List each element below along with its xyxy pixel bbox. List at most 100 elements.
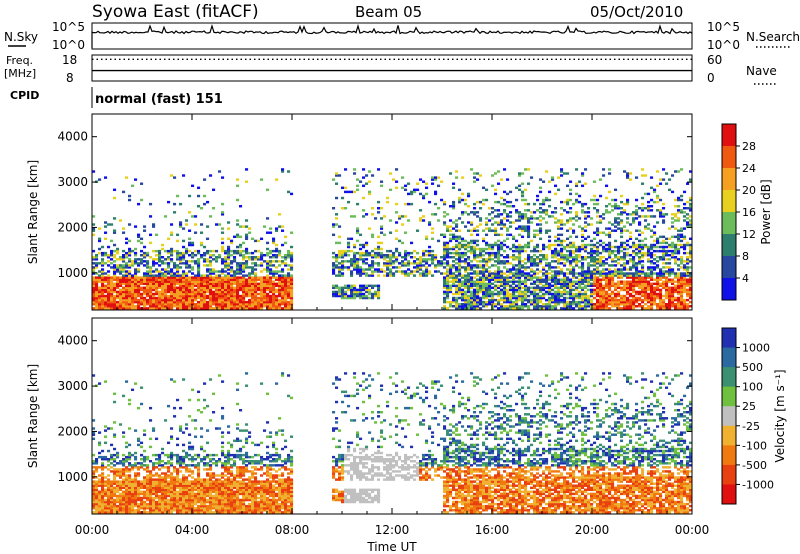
power-cell <box>638 272 642 275</box>
power-cell <box>101 280 105 283</box>
power-cell <box>425 258 429 261</box>
power-cell <box>650 278 654 281</box>
power-cell <box>671 213 675 216</box>
power-cell <box>380 251 384 255</box>
power-cell <box>269 280 273 283</box>
power-cell <box>548 215 552 218</box>
power-cell <box>593 284 597 288</box>
power-cell <box>554 217 558 220</box>
power-cell <box>113 196 117 200</box>
power-cell <box>578 200 582 204</box>
power-cell <box>677 300 681 304</box>
power-cell <box>626 176 630 179</box>
power-cell <box>386 272 390 275</box>
power-cell <box>668 243 672 247</box>
power-cell <box>533 235 537 239</box>
power-cell <box>596 251 600 255</box>
power-cell <box>506 278 510 281</box>
power-cell <box>428 272 432 275</box>
power-cell <box>584 225 588 228</box>
power-cell <box>185 249 189 253</box>
power-cell <box>491 274 495 277</box>
power-cell <box>599 307 603 310</box>
power-cell <box>92 272 96 275</box>
power-cell <box>152 298 156 302</box>
power-cell <box>491 258 495 261</box>
power-cell <box>104 221 108 224</box>
power-cell <box>428 264 432 267</box>
power-cell <box>488 219 492 222</box>
power-cell <box>632 241 636 245</box>
power-cell <box>122 305 126 308</box>
power-cell <box>635 282 639 286</box>
power-cell <box>116 284 120 288</box>
power-cell <box>665 292 669 296</box>
power-cell <box>572 241 576 245</box>
power-cell <box>518 188 522 192</box>
power-cell <box>128 298 132 302</box>
power-cell <box>347 190 351 194</box>
power-cell <box>275 305 279 308</box>
power-cell <box>566 282 570 286</box>
power-cell <box>521 192 525 196</box>
power-cell <box>551 256 555 259</box>
power-cell <box>485 268 489 271</box>
power-cell <box>524 288 528 292</box>
power-cell <box>116 290 120 294</box>
power-cell <box>581 184 585 188</box>
power-cell <box>647 192 651 196</box>
power-cell <box>626 305 630 308</box>
power-cell <box>668 258 672 261</box>
power-cell <box>557 286 561 290</box>
power-cell <box>110 278 114 281</box>
power-cell <box>587 272 591 275</box>
power-cell <box>110 282 114 286</box>
power-cell <box>215 270 219 273</box>
power-cell <box>593 243 597 247</box>
power-cell <box>653 272 657 275</box>
power-cell <box>608 307 612 310</box>
power-cell <box>560 207 564 210</box>
power-cell <box>167 251 171 255</box>
power-cell <box>623 294 627 298</box>
power-cell <box>491 223 495 226</box>
power-cell <box>575 294 579 298</box>
power-cell <box>443 276 447 279</box>
power-cell <box>476 260 480 263</box>
power-cell <box>479 260 483 263</box>
power-cell <box>251 294 255 298</box>
power-cell <box>431 260 435 263</box>
power-cell <box>683 251 687 255</box>
power-cell <box>650 262 654 265</box>
power-cell <box>653 300 657 304</box>
power-cell <box>161 284 165 288</box>
power-cell <box>248 251 252 255</box>
power-cell <box>641 239 645 243</box>
power-cell <box>137 239 141 243</box>
power-cell <box>260 303 264 306</box>
power-cell <box>506 178 510 181</box>
power-cell <box>239 205 243 208</box>
power-cell <box>503 280 507 283</box>
power-cell <box>473 256 477 259</box>
power-cell <box>110 303 114 306</box>
power-cell <box>620 221 624 224</box>
power-cell <box>221 249 225 253</box>
power-cell <box>647 296 651 300</box>
power-cell <box>662 251 666 255</box>
power-cell <box>650 294 654 298</box>
power-cell <box>689 219 693 222</box>
power-cell <box>545 290 549 294</box>
power-cell <box>680 235 684 239</box>
power-cell <box>221 241 225 245</box>
power-cell <box>284 305 288 308</box>
power-cell <box>134 247 138 251</box>
power-cell <box>443 266 447 269</box>
power-cell <box>374 247 378 251</box>
power-cell <box>260 284 264 288</box>
power-cell <box>665 254 669 257</box>
power-cell <box>434 254 438 257</box>
power-cell <box>539 190 543 194</box>
power-cell <box>563 200 567 204</box>
power-cell <box>164 280 168 283</box>
